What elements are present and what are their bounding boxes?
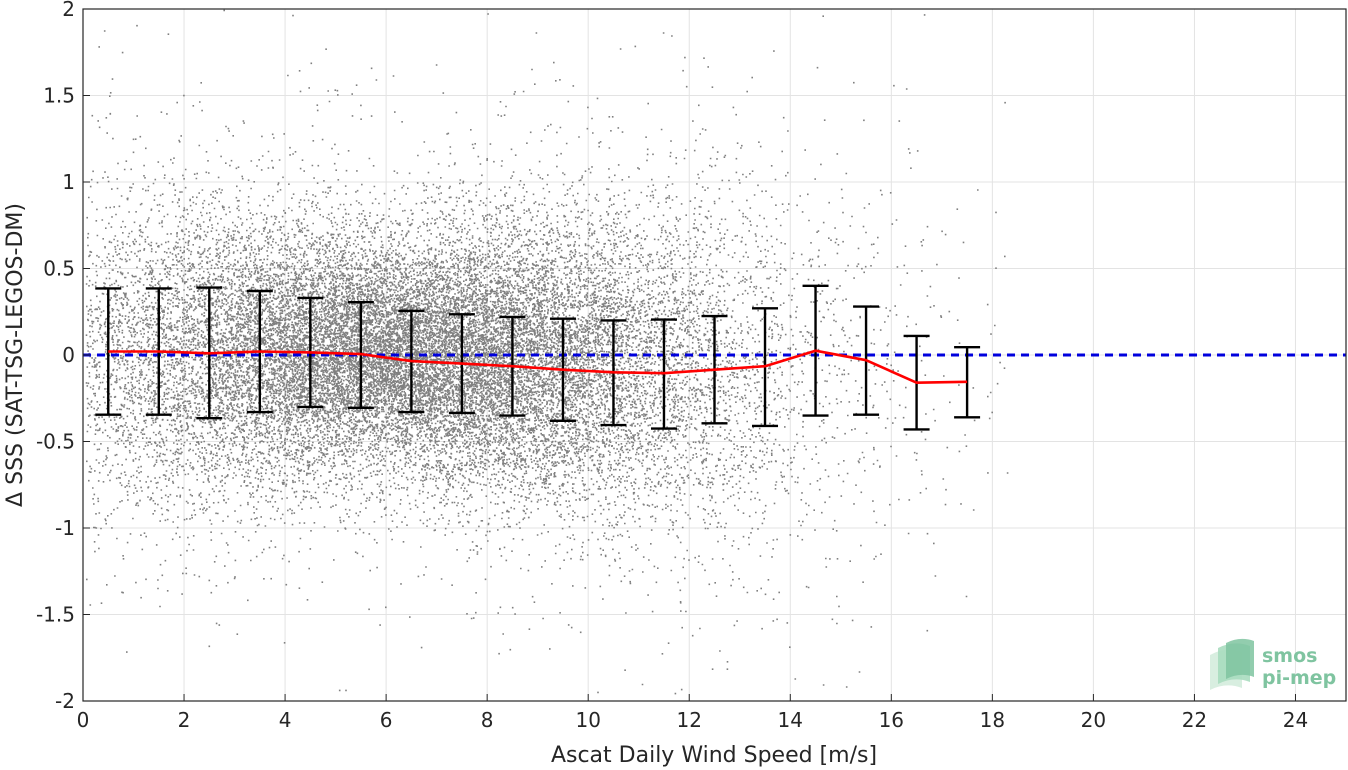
x-tick-label: 6 <box>380 708 393 732</box>
x-tick-label: 8 <box>481 708 494 732</box>
x-tick-label: 20 <box>1081 708 1106 732</box>
errorbar <box>95 287 122 416</box>
y-tick-label: -0.5 <box>36 430 75 454</box>
x-tick-label: 2 <box>178 708 191 732</box>
x-tick-label: 0 <box>77 708 90 732</box>
mean-line <box>108 349 968 385</box>
smos-pi-mep-logo: smos pi-mep <box>1210 638 1336 690</box>
y-tick-label: 2 <box>62 0 75 21</box>
x-axis-label: Ascat Daily Wind Speed [m/s] <box>551 743 877 768</box>
y-tick-label: 0 <box>62 343 75 367</box>
x-tick-label: 12 <box>677 708 702 732</box>
y-tick-label: -1 <box>55 516 75 540</box>
x-tick-label: 10 <box>575 708 600 732</box>
x-tick-labels: 0 2 4 6 8 10 12 14 16 18 20 22 24 <box>77 694 1308 732</box>
y-tick-label: -2 <box>55 689 75 713</box>
x-tick-label: 4 <box>279 708 292 732</box>
x-tick-label: 14 <box>778 708 803 732</box>
logo-text-smos: smos <box>1262 645 1317 667</box>
y-axis-label: Δ SSS (SAT-TSG-LEGOS-DM) <box>3 203 28 507</box>
y-tick-label: 0.5 <box>43 257 75 281</box>
scatter-points <box>85 9 1009 695</box>
logo-text-pi-mep: pi-mep <box>1262 667 1336 689</box>
x-tick-label: 24 <box>1283 708 1308 732</box>
scatter-cloud <box>85 9 1009 695</box>
y-tick-labels: 2 1.5 1 0.5 0 -0.5 -1 -1.5 -2 <box>36 0 90 713</box>
y-tick-label: 1.5 <box>43 84 75 108</box>
x-tick-label: 16 <box>879 708 904 732</box>
x-tick-label: 22 <box>1182 708 1207 732</box>
mean-line-path <box>108 349 968 385</box>
y-tick-label: 1 <box>62 170 75 194</box>
x-tick-label: 18 <box>980 708 1005 732</box>
logo-waves-icon <box>1210 638 1254 690</box>
y-tick-label: -1.5 <box>36 603 75 627</box>
